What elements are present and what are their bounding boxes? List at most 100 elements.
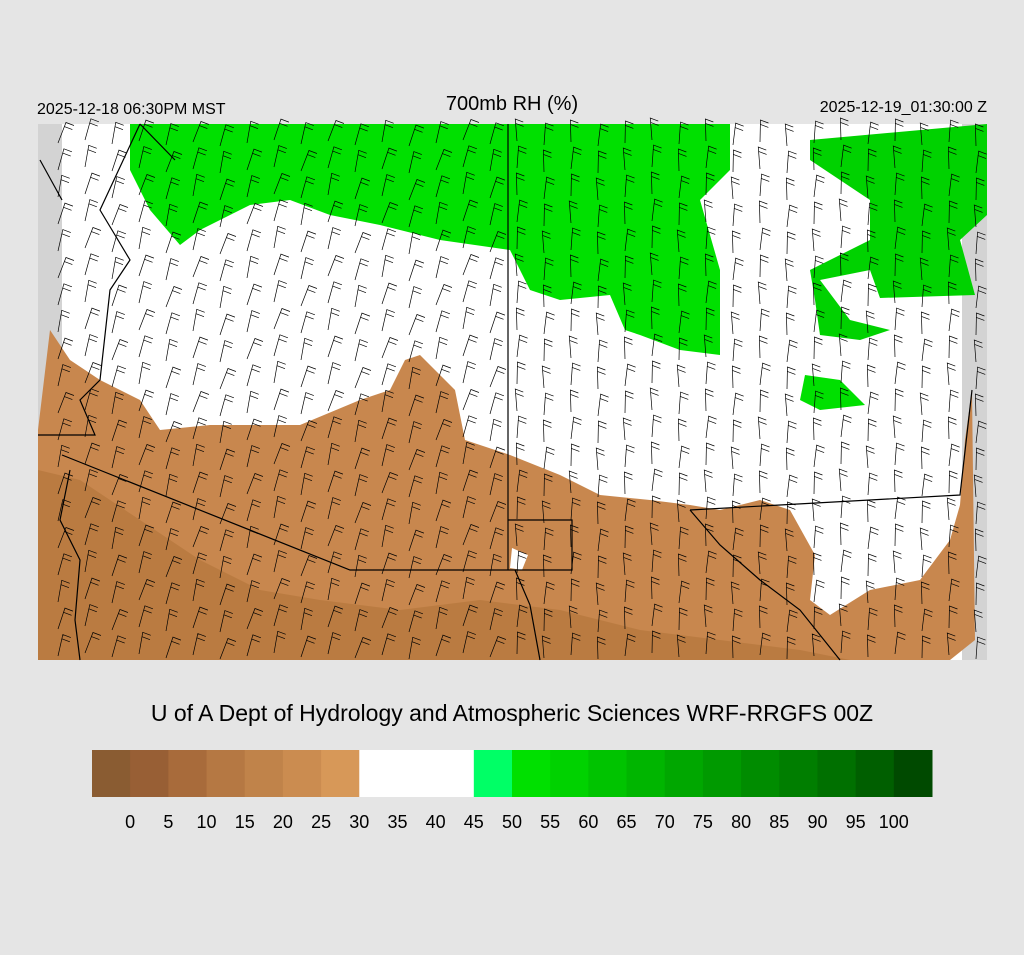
wind-barb (759, 389, 769, 413)
wind-barb (462, 496, 476, 519)
wind-barb (975, 285, 987, 309)
wind-barb (408, 179, 426, 201)
wind-barb (408, 124, 425, 147)
wind-barb (408, 529, 425, 552)
rh-green-area (130, 124, 730, 355)
colorbar-tick-label: 20 (273, 812, 293, 832)
wind-barb (354, 582, 371, 605)
wind-barb (111, 581, 125, 604)
wind-barb (111, 149, 128, 172)
wind-barb (840, 279, 852, 303)
wind-barb (759, 308, 770, 332)
wind-barb (596, 636, 606, 660)
wind-barb (354, 637, 372, 659)
wind-barb (892, 415, 902, 439)
wind-barb (732, 149, 742, 173)
wind-barb (111, 256, 124, 280)
wind-barb (273, 523, 290, 546)
wind-barb (246, 338, 264, 360)
wind-barb (435, 149, 453, 171)
wind-barb (381, 254, 394, 278)
wind-barb (867, 418, 877, 442)
wind-barb (408, 314, 426, 336)
wind-barb (678, 580, 690, 604)
wind-barb (948, 443, 960, 467)
wind-barb (381, 607, 399, 629)
wind-barb (703, 469, 713, 493)
wind-barb (516, 145, 527, 169)
wind-barb (246, 283, 263, 306)
colorbar-segment (855, 750, 895, 797)
wind-barb (543, 527, 554, 551)
wind-barb (138, 361, 151, 385)
wind-barb (516, 550, 527, 574)
wind-barb (946, 227, 956, 251)
wind-barb (894, 361, 906, 385)
wind-barb (435, 121, 449, 144)
wind-barb (84, 199, 98, 222)
wind-barb (921, 338, 933, 362)
wind-barb (246, 580, 260, 603)
wind-barb (165, 501, 182, 524)
wind-barb (974, 123, 984, 147)
valid-local-time: 2025-12-18 06:30PM MST (37, 101, 226, 118)
wind-barb (813, 174, 825, 198)
wind-barb (273, 388, 290, 411)
wind-barb (946, 497, 956, 521)
wind-barb (838, 603, 848, 627)
wind-barb (219, 233, 237, 255)
wind-barb (624, 309, 635, 333)
wind-barb (84, 414, 97, 438)
wind-barb (541, 500, 551, 524)
wind-barb (84, 497, 102, 519)
wind-barb (811, 498, 821, 522)
wind-barb (354, 393, 370, 416)
wind-barb (138, 579, 156, 601)
wind-barb (192, 578, 205, 602)
wind-barb (408, 449, 426, 471)
wind-barb (219, 610, 233, 633)
colorbar-segment (512, 750, 551, 797)
wind-barb (704, 118, 714, 142)
wind-barb (165, 366, 182, 389)
state-border (38, 123, 973, 661)
wind-barb (813, 336, 823, 360)
wind-barb (489, 283, 502, 307)
wind-barb (192, 228, 206, 251)
wind-barb (920, 311, 930, 335)
wind-barb (705, 631, 716, 655)
wind-barb (300, 365, 317, 388)
wind-barb (867, 283, 877, 307)
colorbar-segment (397, 750, 437, 797)
wind-barb (866, 499, 876, 523)
wind-barb (569, 119, 579, 143)
wind-barb (948, 119, 959, 143)
wind-barb (839, 522, 849, 546)
wind-barb (812, 417, 822, 441)
wind-barb (732, 473, 743, 497)
colorbar-tick-label: 30 (349, 812, 369, 832)
wind-barb (919, 257, 929, 281)
wind-barb (516, 361, 526, 385)
wind-barb (84, 227, 102, 249)
wind-barb (219, 368, 237, 390)
wind-barb (759, 497, 771, 521)
wind-barb (246, 229, 262, 252)
wind-barb (812, 282, 822, 306)
wind-barb (462, 604, 479, 627)
wind-barb (678, 445, 690, 469)
wind-barb (866, 634, 876, 658)
wind-barb (947, 551, 957, 575)
colorbar-segment (550, 750, 589, 797)
map (38, 117, 987, 661)
wind-barb (947, 146, 957, 170)
wind-barb (892, 145, 902, 169)
wind-barb (732, 122, 744, 146)
wind-barb (975, 366, 986, 390)
wind-barb (219, 340, 233, 363)
wind-barb (84, 469, 98, 492)
wind-barb (867, 256, 879, 280)
wind-barb (948, 470, 958, 494)
wind-barb (408, 286, 422, 309)
